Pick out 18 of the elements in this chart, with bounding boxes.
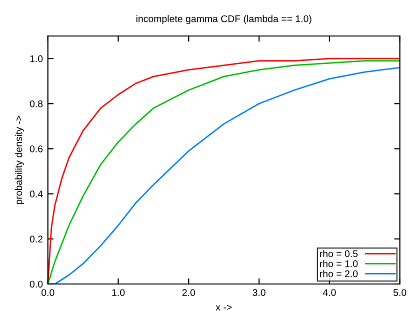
x-tick-label: 4.0: [322, 289, 336, 296]
y-tick-label: 0.4: [30, 190, 43, 198]
chart-title: incomplete gamma CDF (lambda == 1.0): [136, 15, 312, 24]
y-tick-label: 0.6: [30, 145, 43, 152]
y-tick-label: 0.0: [30, 280, 43, 288]
legend-label: rho = 0.5: [320, 250, 358, 258]
x-tick-label: 0.0: [42, 289, 54, 296]
x-tick-label: 2.0: [182, 289, 196, 296]
y-tick-label: 1.0: [30, 55, 43, 62]
x-tick-label: 3.0: [252, 289, 266, 296]
x-tick-label: 1.0: [112, 289, 125, 296]
y-tick-label: 0.2: [30, 236, 43, 243]
legend-label: rho = 1.0: [320, 260, 358, 268]
x-axis-title: x ->: [216, 304, 232, 311]
y-axis-title: probability density ->: [14, 116, 24, 204]
y-tick-label: 0.8: [30, 100, 43, 108]
legend-label: rho = 2.0: [320, 270, 358, 278]
x-tick-label: 5.0: [393, 289, 406, 296]
